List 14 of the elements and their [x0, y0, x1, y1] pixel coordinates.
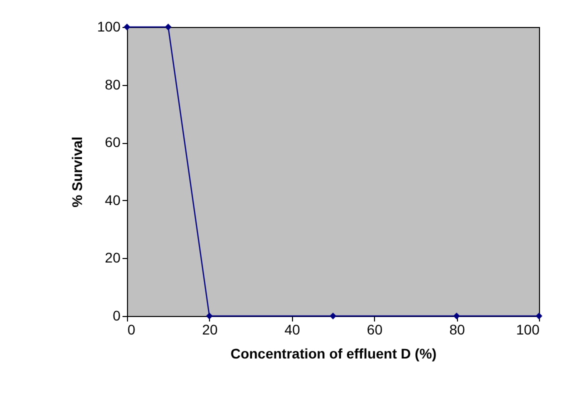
y-tick-label: 60 [104, 134, 121, 150]
x-tick-label: 80 [449, 322, 466, 338]
y-axis-title: % Survival [69, 136, 86, 208]
x-tick-label: 60 [366, 322, 383, 338]
y-tick-label: 20 [104, 250, 121, 266]
x-tick-label: 20 [202, 322, 218, 338]
y-tick-label: 0 [112, 308, 121, 324]
y-tick-label: 40 [104, 192, 121, 208]
x-axis-title: Concentration of effluent D (%) [230, 346, 437, 362]
y-tick-label: 80 [104, 76, 121, 92]
x-tick-label: 0 [128, 322, 136, 338]
x-tick-label: 100 [516, 322, 540, 338]
y-tick-label: 100 [97, 18, 121, 34]
x-tick-label: 40 [284, 322, 300, 338]
